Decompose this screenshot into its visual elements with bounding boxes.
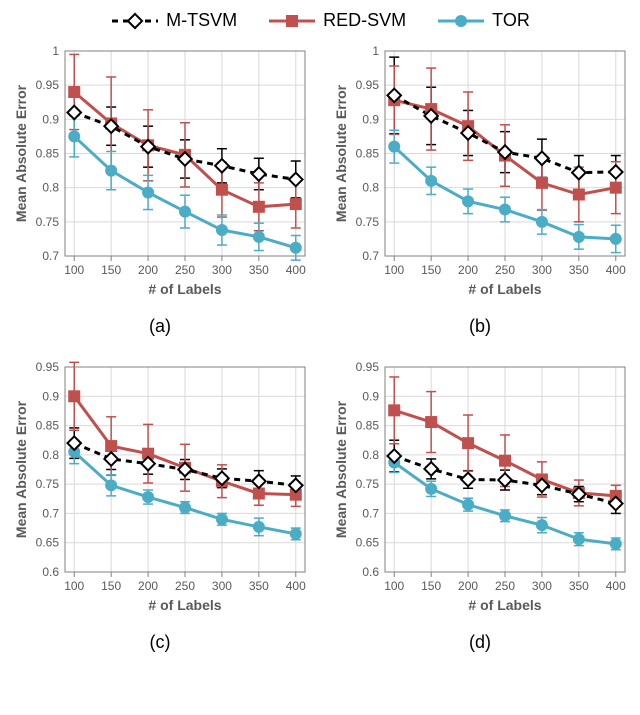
svg-text:300: 300	[212, 263, 232, 277]
svg-text:350: 350	[569, 263, 589, 277]
svg-text:400: 400	[606, 263, 626, 277]
svg-text:350: 350	[249, 263, 269, 277]
svg-text:150: 150	[421, 579, 441, 593]
svg-text:350: 350	[249, 579, 269, 593]
legend-label-mtsvm: M-TSVM	[166, 10, 237, 31]
svg-text:0.85: 0.85	[356, 419, 380, 433]
svg-text:0.75: 0.75	[36, 215, 60, 229]
svg-text:0.65: 0.65	[356, 536, 380, 550]
legend-item-redsvm: RED-SVM	[267, 10, 406, 31]
svg-text:200: 200	[458, 579, 478, 593]
svg-text:0.7: 0.7	[362, 506, 379, 520]
legend-label-tor: TOR	[492, 10, 530, 31]
svg-text:250: 250	[495, 579, 515, 593]
charts-grid: 0.7 0.75 0.8 0.85 0.9 0.95 1 100 150 200 250 300 350…	[0, 41, 640, 663]
chart-d-caption: (d)	[469, 632, 491, 653]
chart-b-caption: (b)	[469, 316, 491, 337]
svg-text:150: 150	[101, 263, 121, 277]
svg-text:350: 350	[569, 579, 589, 593]
svg-text:0.7: 0.7	[42, 249, 59, 263]
svg-text:250: 250	[175, 579, 195, 593]
legend-label-redsvm: RED-SVM	[323, 10, 406, 31]
svg-text:0.65: 0.65	[36, 536, 60, 550]
svg-text:100: 100	[64, 579, 84, 593]
svg-text:Mean Absolute Error: Mean Absolute Error	[13, 400, 29, 538]
svg-text:0.7: 0.7	[42, 506, 59, 520]
svg-text:200: 200	[458, 263, 478, 277]
svg-text:400: 400	[606, 579, 626, 593]
svg-text:0.8: 0.8	[362, 181, 379, 195]
chart-c: 0.6 0.65 0.7 0.75 0.8 0.85 0.9 0.95 100 150 200 250…	[10, 357, 310, 617]
chart-a: 0.7 0.75 0.8 0.85 0.9 0.95 1 100 150 200 250 300 350…	[10, 41, 310, 301]
svg-text:1: 1	[372, 44, 379, 58]
svg-text:400: 400	[286, 579, 306, 593]
svg-text:# of Labels: # of Labels	[468, 597, 541, 613]
legend: M-TSVM RED-SVM TOR	[0, 0, 640, 41]
svg-text:0.6: 0.6	[362, 565, 379, 579]
svg-text:0.6: 0.6	[42, 565, 59, 579]
svg-text:0.9: 0.9	[42, 112, 59, 126]
svg-text:0.9: 0.9	[42, 389, 59, 403]
svg-text:100: 100	[384, 263, 404, 277]
svg-text:200: 200	[138, 263, 158, 277]
chart-d-wrap: 0.6 0.65 0.7 0.75 0.8 0.85 0.9 0.95 100 150 200 250…	[325, 357, 635, 653]
chart-b-wrap: 0.7 0.75 0.8 0.85 0.9 0.95 1 100 150 200 250 300 350…	[325, 41, 635, 337]
svg-text:0.95: 0.95	[36, 78, 60, 92]
svg-text:# of Labels: # of Labels	[468, 281, 541, 297]
svg-text:0.95: 0.95	[356, 78, 380, 92]
svg-text:150: 150	[101, 579, 121, 593]
svg-text:1: 1	[52, 44, 59, 58]
svg-text:100: 100	[384, 579, 404, 593]
svg-text:0.8: 0.8	[362, 448, 379, 462]
svg-text:# of Labels: # of Labels	[148, 281, 221, 297]
legend-swatch-tor	[436, 11, 486, 31]
svg-text:250: 250	[175, 263, 195, 277]
svg-text:150: 150	[421, 263, 441, 277]
svg-text:200: 200	[138, 579, 158, 593]
svg-text:400: 400	[286, 263, 306, 277]
svg-text:0.8: 0.8	[42, 181, 59, 195]
chart-c-caption: (c)	[150, 632, 171, 653]
chart-a-wrap: 0.7 0.75 0.8 0.85 0.9 0.95 1 100 150 200 250 300 350…	[5, 41, 315, 337]
chart-c-wrap: 0.6 0.65 0.7 0.75 0.8 0.85 0.9 0.95 100 150 200 250…	[5, 357, 315, 653]
legend-swatch-mtsvm	[110, 11, 160, 31]
legend-item-tor: TOR	[436, 10, 530, 31]
svg-text:Mean Absolute Error: Mean Absolute Error	[333, 400, 349, 538]
svg-text:100: 100	[64, 263, 84, 277]
svg-text:0.95: 0.95	[356, 360, 380, 374]
svg-text:0.9: 0.9	[362, 112, 379, 126]
svg-text:# of Labels: # of Labels	[148, 597, 221, 613]
chart-b: 0.7 0.75 0.8 0.85 0.9 0.95 1 100 150 200 250 300 350…	[330, 41, 630, 301]
svg-text:Mean Absolute Error: Mean Absolute Error	[13, 84, 29, 222]
svg-text:300: 300	[532, 263, 552, 277]
svg-text:0.75: 0.75	[356, 477, 380, 491]
svg-text:0.75: 0.75	[356, 215, 380, 229]
svg-text:0.95: 0.95	[36, 360, 60, 374]
svg-text:0.75: 0.75	[36, 477, 60, 491]
svg-text:0.85: 0.85	[36, 419, 60, 433]
legend-swatch-redsvm	[267, 11, 317, 31]
svg-text:300: 300	[212, 579, 232, 593]
svg-text:0.7: 0.7	[362, 249, 379, 263]
svg-text:0.85: 0.85	[36, 147, 60, 161]
svg-text:300: 300	[532, 579, 552, 593]
svg-text:Mean Absolute Error: Mean Absolute Error	[333, 84, 349, 222]
svg-text:0.8: 0.8	[42, 448, 59, 462]
chart-a-caption: (a)	[149, 316, 171, 337]
legend-item-mtsvm: M-TSVM	[110, 10, 237, 31]
svg-text:0.9: 0.9	[362, 389, 379, 403]
chart-d: 0.6 0.65 0.7 0.75 0.8 0.85 0.9 0.95 100 150 200 250…	[330, 357, 630, 617]
svg-text:0.85: 0.85	[356, 147, 380, 161]
svg-text:250: 250	[495, 263, 515, 277]
